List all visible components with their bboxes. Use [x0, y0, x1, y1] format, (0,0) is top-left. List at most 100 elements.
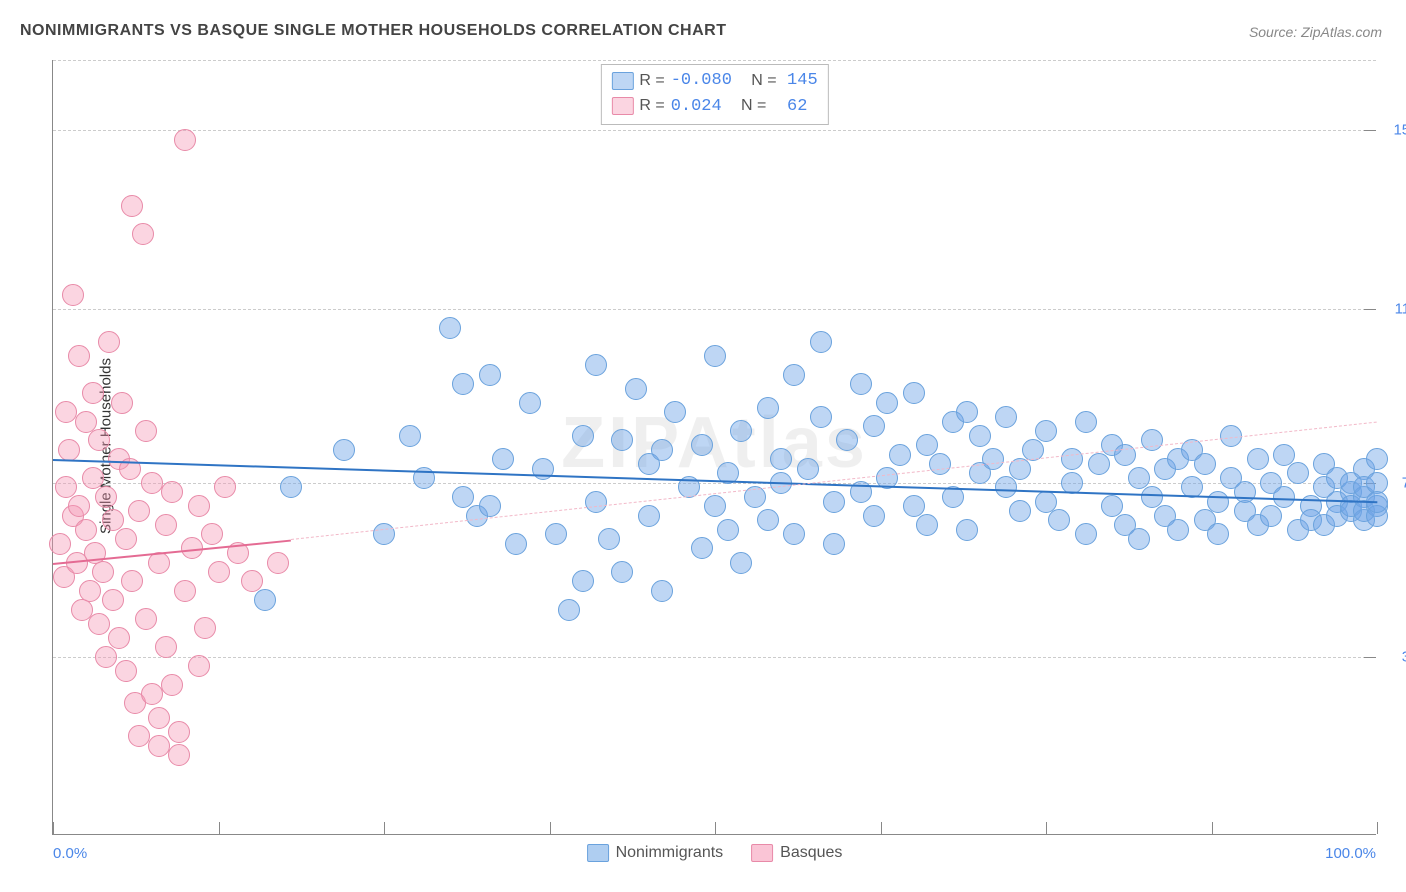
scatter-point: [111, 392, 133, 414]
scatter-point: [121, 570, 143, 592]
scatter-point: [823, 491, 845, 513]
y-tick: [1364, 130, 1376, 131]
stats-n-value: 62: [777, 94, 808, 120]
stats-legend-box: R = -0.080 N = 145 R = 0.024 N = 62: [600, 64, 828, 125]
legend-swatch: [587, 844, 609, 862]
legend-item: Nonimmigrants: [587, 844, 724, 862]
stats-row: R = 0.024 N = 62: [611, 94, 817, 120]
scatter-point: [1247, 448, 1269, 470]
scatter-point: [519, 392, 541, 414]
y-tick: [1364, 657, 1376, 658]
scatter-point: [128, 500, 150, 522]
scatter-point: [68, 495, 90, 517]
stats-r-label: R =: [639, 94, 664, 118]
scatter-point: [625, 378, 647, 400]
scatter-point: [168, 721, 190, 743]
gridline: [53, 657, 1376, 658]
scatter-point: [168, 744, 190, 766]
scatter-point: [916, 434, 938, 456]
scatter-point: [1128, 528, 1150, 550]
scatter-point: [1075, 523, 1097, 545]
scatter-point: [863, 505, 885, 527]
gridline: [53, 483, 1376, 484]
scatter-point: [267, 552, 289, 574]
scatter-point: [757, 509, 779, 531]
scatter-point: [757, 397, 779, 419]
scatter-point: [92, 561, 114, 583]
scatter-point: [956, 401, 978, 423]
scatter-point: [1061, 448, 1083, 470]
scatter-point: [545, 523, 567, 545]
scatter-point: [55, 401, 77, 423]
scatter-point: [108, 627, 130, 649]
scatter-point: [572, 425, 594, 447]
gridline: [53, 130, 1376, 131]
scatter-point: [876, 392, 898, 414]
scatter-point: [704, 345, 726, 367]
scatter-point: [956, 519, 978, 541]
scatter-point: [155, 636, 177, 658]
scatter-point: [730, 552, 752, 574]
scatter-point: [161, 674, 183, 696]
y-tick-label: 11.2%: [1381, 300, 1406, 317]
scatter-point: [161, 481, 183, 503]
scatter-point: [399, 425, 421, 447]
scatter-point: [783, 523, 805, 545]
scatter-point: [1207, 523, 1229, 545]
scatter-point: [611, 429, 633, 451]
scatter-point: [121, 195, 143, 217]
scatter-point: [797, 458, 819, 480]
scatter-point: [1101, 495, 1123, 517]
scatter-point: [664, 401, 686, 423]
scatter-point: [188, 495, 210, 517]
y-tick: [1364, 309, 1376, 310]
scatter-point: [82, 382, 104, 404]
x-tick-label: 100.0%: [1325, 845, 1376, 862]
scatter-point: [1167, 519, 1189, 541]
gridline: [53, 60, 1376, 61]
scatter-point: [155, 514, 177, 536]
scatter-point: [691, 537, 713, 559]
scatter-point: [850, 373, 872, 395]
scatter-point: [903, 495, 925, 517]
scatter-point: [141, 472, 163, 494]
scatter-point: [479, 495, 501, 517]
chart-title: NONIMMIGRANTS VS BASQUE SINGLE MOTHER HO…: [20, 22, 727, 40]
scatter-point: [929, 453, 951, 475]
scatter-point: [1207, 491, 1229, 513]
scatter-point: [969, 425, 991, 447]
scatter-point: [691, 434, 713, 456]
stats-n-label: N =: [728, 94, 771, 118]
scatter-point: [75, 519, 97, 541]
scatter-point: [58, 439, 80, 461]
scatter-point: [995, 406, 1017, 428]
scatter-point: [585, 354, 607, 376]
scatter-point: [55, 476, 77, 498]
scatter-point: [280, 476, 302, 498]
scatter-point: [717, 519, 739, 541]
scatter-point: [651, 439, 673, 461]
scatter-point: [638, 505, 660, 527]
x-tick-label: 0.0%: [53, 845, 87, 862]
scatter-point: [135, 608, 157, 630]
scatter-point: [810, 331, 832, 353]
scatter-point: [982, 448, 1004, 470]
stats-n-value: 145: [787, 68, 818, 94]
scatter-point: [651, 580, 673, 602]
scatter-point: [572, 570, 594, 592]
scatter-point: [730, 420, 752, 442]
scatter-point: [585, 491, 607, 513]
stats-r-value: -0.080: [671, 68, 732, 94]
scatter-point: [1260, 505, 1282, 527]
scatter-point: [254, 589, 276, 611]
scatter-point: [1273, 444, 1295, 466]
scatter-point: [452, 486, 474, 508]
x-tick: [1377, 822, 1378, 834]
scatter-point: [492, 448, 514, 470]
legend-label: Basques: [780, 844, 842, 862]
scatter-point: [68, 345, 90, 367]
scatter-point: [188, 655, 210, 677]
legend-label: Nonimmigrants: [616, 844, 724, 862]
scatter-point: [95, 646, 117, 668]
x-tick: [53, 822, 54, 834]
